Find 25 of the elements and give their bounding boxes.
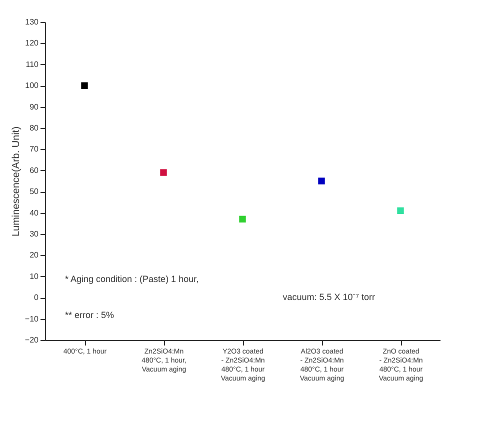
- annotation: * Aging condition : (Paste) 1 hour,: [65, 274, 199, 284]
- annotation: vacuum: 5.5 X 10⁻⁷ torr: [282, 292, 376, 302]
- y-tick-label: 120: [25, 38, 40, 48]
- y-tick-label: −20: [24, 336, 40, 344]
- y-tick-label: 30: [30, 230, 40, 238]
- y-tick-label: −10: [24, 314, 40, 324]
- annotation: ** error : 5%: [65, 310, 114, 320]
- y-tick-label: 80: [30, 124, 40, 132]
- point: [81, 82, 88, 89]
- y-tick-label: 40: [30, 208, 40, 218]
- y-tick-label: 50: [30, 187, 40, 196]
- point: [160, 169, 167, 176]
- y-tick-label: 60: [30, 166, 40, 175]
- y-tick-label: 110: [26, 60, 40, 69]
- y-tick-label: 20: [30, 250, 40, 260]
- y-tick-label: 130: [25, 18, 40, 26]
- y-tick-label: 90: [30, 102, 40, 112]
- y-tick-label: 0: [34, 293, 40, 302]
- y-tick-label: 100: [25, 81, 40, 90]
- point: [397, 207, 404, 214]
- point: [318, 178, 325, 184]
- y-tick-label: 70: [30, 144, 40, 154]
- y-tick-label: 10: [30, 272, 40, 281]
- point: [239, 216, 246, 223]
- y-axis-title: Luminescence(Arb. Unit): [10, 126, 22, 237]
